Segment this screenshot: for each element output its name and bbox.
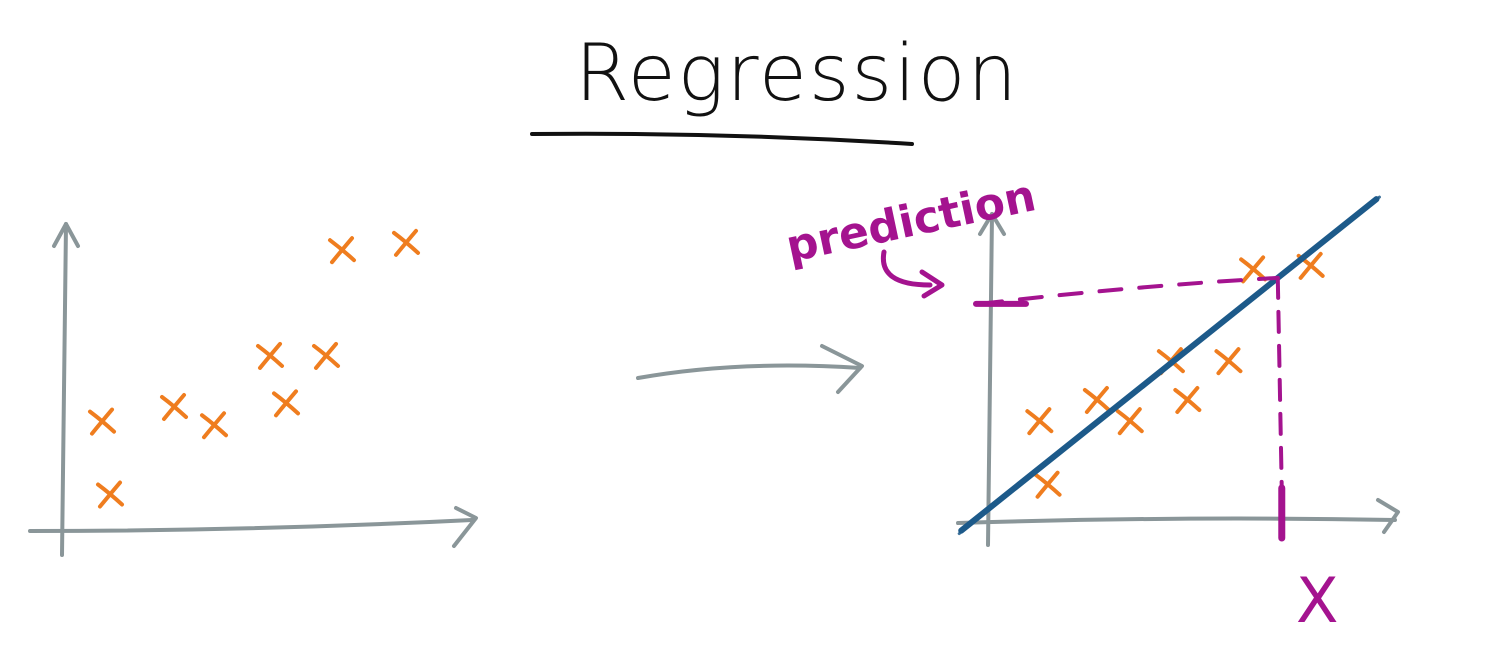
prediction-horizontal-guide bbox=[978, 275, 1280, 306]
data-point-4 bbox=[200, 411, 228, 440]
left-y-axis-arrowhead bbox=[52, 222, 80, 248]
regression-line-sketch-stroke bbox=[957, 200, 1376, 536]
right-x-axis bbox=[956, 516, 1397, 525]
data-point-6 bbox=[256, 341, 284, 370]
left-x-axis-arrowhead bbox=[452, 506, 478, 548]
regression-line bbox=[957, 195, 1381, 536]
data-point-9 bbox=[392, 228, 420, 257]
right-plot bbox=[956, 195, 1400, 547]
right-x-axis-arrowhead bbox=[1376, 498, 1400, 534]
title-underline bbox=[530, 131, 914, 146]
data-point-3 bbox=[160, 393, 188, 421]
prediction-guides bbox=[973, 275, 1286, 542]
data-point-4 bbox=[1115, 407, 1144, 436]
prediction-pointer-arrowhead bbox=[919, 269, 945, 299]
prediction-vertical-guide bbox=[1275, 275, 1284, 492]
data-point-2 bbox=[88, 407, 116, 436]
data-point-5 bbox=[272, 389, 300, 418]
x-input-label: X bbox=[1296, 564, 1338, 637]
left-x-axis bbox=[28, 518, 474, 533]
arrow-right-icon bbox=[636, 344, 864, 394]
data-point-3 bbox=[1082, 386, 1111, 414]
data-point-5 bbox=[1173, 386, 1202, 414]
data-point-1 bbox=[96, 480, 124, 509]
prediction-label: prediction bbox=[782, 170, 1040, 273]
data-point-1 bbox=[1033, 470, 1062, 499]
data-point-8 bbox=[328, 236, 356, 265]
right-y-axis bbox=[986, 212, 994, 547]
left-y-axis bbox=[60, 222, 68, 557]
prediction-pointer bbox=[880, 249, 933, 288]
right-y-axis-arrowhead bbox=[978, 212, 1006, 236]
diagram-title: Regression bbox=[575, 29, 1019, 119]
data-point-7 bbox=[1214, 347, 1243, 376]
left-plot bbox=[28, 222, 478, 557]
data-point-2 bbox=[1025, 407, 1054, 436]
data-point-7 bbox=[312, 341, 340, 370]
left-data-points bbox=[88, 228, 420, 509]
